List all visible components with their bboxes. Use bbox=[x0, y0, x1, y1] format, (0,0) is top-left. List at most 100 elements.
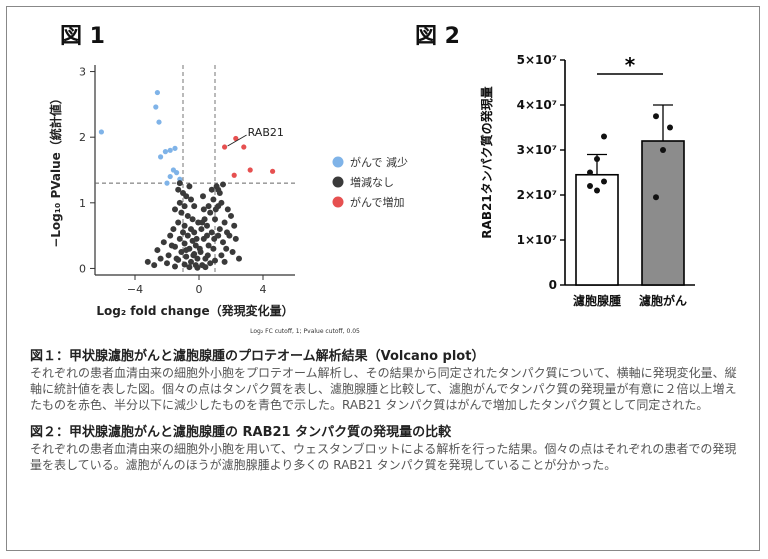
data-point bbox=[210, 196, 217, 203]
data-point bbox=[190, 252, 197, 259]
data-point bbox=[176, 235, 183, 242]
data-point bbox=[191, 203, 198, 210]
legend-label: がんで増加 bbox=[350, 195, 404, 209]
data-point bbox=[154, 247, 161, 254]
data-point bbox=[98, 129, 104, 135]
data-point bbox=[200, 206, 207, 213]
data-point bbox=[181, 240, 188, 247]
data-point bbox=[178, 209, 185, 216]
caption-title: 図１：甲状腺濾胞がんと濾胞腺腫のプロテオーム解析結果（Volcano plot） bbox=[30, 349, 485, 364]
data-point bbox=[201, 216, 208, 223]
figure-1-title: 図 1 bbox=[60, 24, 105, 49]
data-point bbox=[221, 258, 228, 265]
data-point bbox=[167, 232, 174, 239]
data-point bbox=[208, 186, 215, 193]
category-label: 濾胞腺腫 bbox=[573, 293, 621, 308]
legend-marker bbox=[332, 156, 344, 168]
data-point bbox=[205, 242, 212, 249]
data-point bbox=[144, 258, 151, 265]
data-point bbox=[204, 222, 210, 229]
data-point bbox=[164, 260, 170, 267]
data-point bbox=[221, 219, 228, 226]
data-point bbox=[601, 133, 607, 140]
caption-body: それぞれの患者血清由来の細胞外小胞を用いて、ウェスタンブロットによる解析を行った… bbox=[30, 442, 737, 472]
caption-body: それぞれの患者血清由来の細胞外小胞をプロテオーム解析し、その結果から同定されたタ… bbox=[30, 366, 737, 412]
data-point bbox=[181, 222, 188, 229]
data-point bbox=[231, 222, 238, 229]
captions: 図１：甲状腺濾胞がんと濾胞腺腫のプロテオーム解析結果（Volcano plot）… bbox=[30, 349, 742, 485]
data-point bbox=[193, 235, 200, 242]
data-point bbox=[667, 124, 673, 131]
bar bbox=[641, 140, 685, 286]
data-point bbox=[183, 247, 190, 254]
footnote: Log₂ FC cutoff, 1; Pvalue cutoff, 0.05 bbox=[250, 328, 360, 335]
figure-frame bbox=[6, 6, 760, 551]
y-tick-label: 0 bbox=[79, 262, 86, 275]
data-point bbox=[215, 232, 222, 239]
data-point bbox=[173, 255, 180, 262]
data-point bbox=[176, 199, 183, 206]
data-point bbox=[165, 252, 172, 259]
data-point bbox=[660, 147, 666, 153]
data-point bbox=[653, 194, 659, 201]
data-point bbox=[233, 135, 239, 142]
data-point bbox=[192, 242, 199, 249]
caption-figure-2: 図２：甲状腺濾胞がんと濾胞腺腫の RAB21 タンパク質の発現量の比較 それぞれ… bbox=[30, 425, 742, 473]
data-point bbox=[218, 252, 225, 259]
data-point bbox=[231, 172, 237, 178]
data-point bbox=[186, 183, 193, 190]
data-point bbox=[205, 203, 212, 210]
data-point bbox=[204, 252, 211, 259]
data-point bbox=[204, 232, 210, 239]
data-point bbox=[194, 255, 201, 262]
legend-label: がんで 減少 bbox=[350, 155, 408, 169]
data-point bbox=[594, 156, 600, 162]
data-point bbox=[164, 180, 170, 186]
data-point bbox=[189, 216, 196, 223]
data-point bbox=[270, 168, 276, 174]
data-point bbox=[220, 181, 226, 188]
x-tick-label: 0 bbox=[196, 283, 203, 296]
data-point bbox=[170, 226, 177, 233]
data-point bbox=[153, 104, 159, 110]
data-point bbox=[180, 229, 186, 236]
data-point bbox=[594, 187, 600, 194]
data-point bbox=[175, 186, 182, 193]
data-point bbox=[200, 193, 206, 200]
data-point bbox=[184, 212, 191, 219]
annotation-label: RAB21 bbox=[248, 126, 284, 139]
data-point bbox=[172, 263, 178, 270]
y-tick-label: 2×10⁷ bbox=[517, 188, 557, 202]
data-point bbox=[222, 144, 228, 150]
data-point bbox=[162, 149, 168, 155]
data-point bbox=[224, 206, 231, 213]
data-point bbox=[175, 219, 182, 226]
y-tick-label: 3×10⁷ bbox=[517, 143, 557, 157]
data-point bbox=[172, 145, 178, 151]
bar-chart: 0 1×10⁷ 2×10⁷ 3×10⁷ 4×10⁷ 5×10⁷ 濾胞腺腫 濾胞がん * RAB21… bbox=[479, 53, 695, 308]
data-point bbox=[228, 212, 234, 219]
data-point bbox=[174, 170, 180, 176]
legend-label: 増減なし bbox=[350, 175, 394, 189]
y-axis-label: −Log₁₀ PValue（統計値） bbox=[48, 92, 63, 248]
data-point bbox=[207, 260, 214, 267]
x-axis-label: Log₂ fold change（発現変化量） bbox=[96, 303, 293, 318]
data-point bbox=[194, 264, 201, 271]
annotation-leader bbox=[227, 134, 247, 147]
caption-figure-1: 図１：甲状腺濾胞がんと濾胞腺腫のプロテオーム解析結果（Volcano plot）… bbox=[30, 349, 742, 413]
legend-marker bbox=[332, 176, 344, 188]
y-tick-label: 2 bbox=[79, 131, 86, 144]
data-point bbox=[167, 173, 173, 180]
data-point bbox=[172, 206, 178, 213]
data-point bbox=[160, 239, 167, 246]
data-point bbox=[653, 113, 659, 120]
y-tick-label: 1 bbox=[79, 197, 86, 210]
data-point bbox=[211, 235, 218, 242]
x-tick-label: 4 bbox=[260, 283, 267, 296]
data-point bbox=[186, 264, 193, 271]
data-point bbox=[587, 183, 593, 189]
data-point bbox=[168, 242, 175, 249]
data-point bbox=[195, 219, 202, 226]
data-point bbox=[212, 216, 218, 223]
